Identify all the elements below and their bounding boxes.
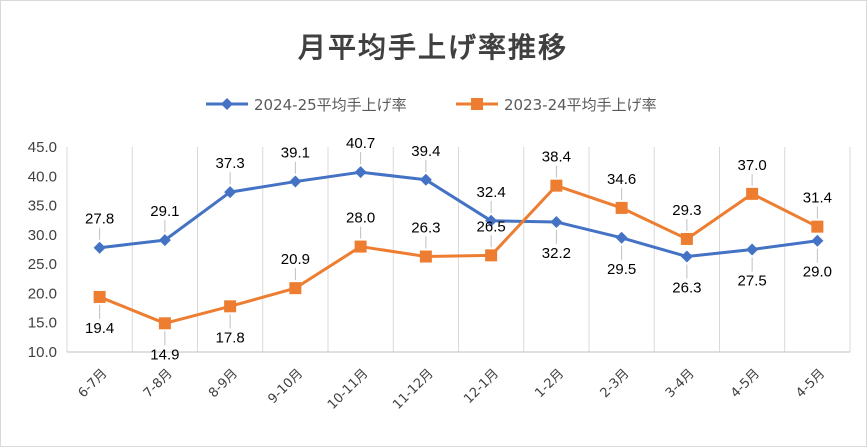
legend: 2024-25平均手上げ率 2023-24平均手上げ率 [206, 96, 657, 114]
legend-marker-square [471, 98, 483, 110]
y-tick-label: 35.0 [28, 198, 57, 215]
x-tick-label: 2-3月 [598, 366, 633, 401]
data-point-square [485, 249, 498, 262]
data-point-diamond [811, 234, 824, 247]
y-tick-label: 10.0 [28, 344, 57, 361]
chart-title: 月平均手上げ率推移 [297, 31, 568, 64]
x-tick-label: 3-4月 [663, 366, 698, 401]
data-point-diamond [615, 231, 628, 244]
y-tick-label: 30.0 [28, 227, 57, 244]
data-label: 28.0 [346, 210, 375, 227]
data-label: 31.4 [803, 190, 832, 207]
data-point-diamond [158, 234, 171, 247]
data-label: 14.9 [150, 346, 179, 363]
x-tick-label: 7-8月 [141, 366, 176, 401]
plot-area: 10.0 15.0 20.0 25.0 30.0 35.0 40.0 45.0 6-7月 7-8月… [28, 135, 851, 413]
data-point-square [158, 317, 171, 330]
data-point-diamond [485, 214, 498, 227]
data-label: 39.1 [281, 145, 310, 162]
data-point-diamond [419, 173, 432, 186]
data-label: 29.1 [150, 203, 179, 220]
data-point-square [746, 187, 759, 200]
data-label: 32.2 [542, 245, 571, 262]
x-tick-label: 6-7月 [76, 366, 111, 401]
y-tick-label: 20.0 [28, 285, 57, 302]
data-point-square [615, 201, 628, 214]
x-tick-label: 12-1月 [461, 366, 502, 407]
x-tick-label: 1-2月 [532, 366, 567, 401]
x-tick-label: 4-5月 [793, 366, 828, 401]
legend-marker-diamond [221, 98, 233, 110]
data-point-square [93, 290, 106, 303]
y-tick-label: 40.0 [28, 168, 57, 185]
data-label: 17.8 [216, 329, 245, 346]
y-tick-label: 45.0 [28, 139, 57, 156]
data-point-diamond [746, 243, 759, 256]
data-label: 29.5 [607, 261, 636, 278]
x-tick-label: 8-9月 [206, 366, 241, 401]
y-tick-label: 25.0 [28, 256, 57, 273]
data-label: 39.4 [411, 143, 440, 160]
data-label: 32.4 [477, 184, 506, 201]
data-label: 29.3 [672, 202, 701, 219]
series-line-1 [99, 170, 818, 259]
data-point-square [224, 300, 237, 313]
data-label: 38.4 [542, 149, 571, 166]
data-point-square [550, 179, 563, 192]
data-label: 20.9 [281, 251, 310, 268]
data-label: 37.3 [216, 155, 245, 172]
data-label: 34.6 [607, 171, 636, 188]
data-point-square [354, 240, 367, 253]
data-point-square [419, 250, 432, 263]
data-label: 29.0 [803, 264, 832, 281]
data-point-diamond [93, 241, 106, 254]
data-label: 37.0 [738, 157, 767, 174]
data-point-square [680, 232, 693, 245]
series-line-2 [99, 184, 819, 325]
data-label: 26.3 [672, 280, 701, 297]
x-tick-label: 4-5月 [728, 366, 763, 401]
data-point-square [289, 282, 302, 295]
x-tick-label: 9-10月 [266, 366, 307, 407]
data-label: 26.5 [477, 218, 506, 235]
legend-label: 2023-24平均手上げ率 [504, 96, 657, 114]
data-label: 27.5 [738, 273, 767, 290]
data-label: 40.7 [346, 135, 375, 152]
data-point-diamond [289, 175, 302, 188]
data-point-diamond [680, 250, 693, 263]
legend-label: 2024-25平均手上げ率 [254, 96, 407, 114]
x-tick-label: 11-12月 [390, 366, 437, 413]
data-point-diamond [354, 166, 367, 179]
data-label: 19.4 [85, 320, 114, 337]
data-label: 26.3 [411, 220, 440, 237]
y-tick-label: 15.0 [28, 315, 57, 332]
data-label: 27.8 [85, 211, 114, 228]
x-tick-label: 10-11月 [325, 366, 372, 413]
data-point-diamond [550, 215, 563, 228]
data-point-diamond [224, 186, 237, 199]
data-point-square [811, 220, 824, 233]
